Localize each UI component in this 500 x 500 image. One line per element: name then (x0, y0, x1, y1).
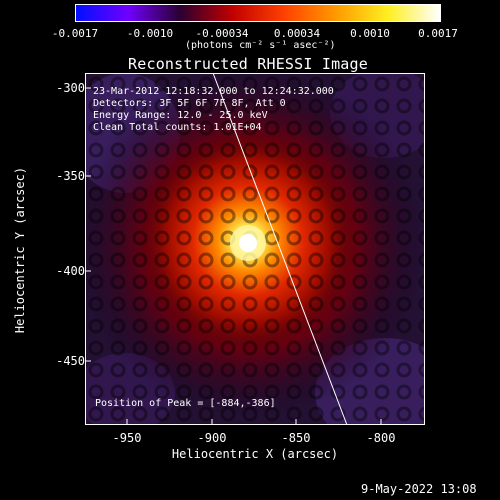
flux-peak-center (239, 234, 257, 252)
y-tick-label: -400 (56, 264, 85, 278)
peak-position: Position of Peak = [-884,-386] (95, 398, 276, 409)
rhessi-image-plot (85, 73, 425, 425)
colorbar-gradient (75, 4, 441, 22)
x-tick-label: -850 (281, 431, 311, 445)
observation-info: 23-Mar-2012 12:18:32.000 to 12:24:32.000… (93, 86, 334, 134)
y-tick-label: -300 (56, 81, 85, 95)
image-title: Reconstructed RHESSI Image (128, 55, 368, 73)
solar-limb-line (212, 73, 348, 425)
x-tick-label: -900 (197, 431, 227, 445)
info-clean-counts: Clean Total counts: 1.01E+04 (93, 122, 262, 133)
colorbar-unit-label: (photons cm⁻² s⁻¹ asec⁻²) (185, 40, 336, 51)
y-tick-label: -350 (56, 169, 85, 183)
colorbar (75, 4, 441, 24)
colorbar-tick: -0.0010 (126, 27, 174, 40)
info-detectors: Detectors: 3F 5F 6F 7F 8F, Att 0 (93, 98, 286, 109)
footer-timestamp: 9-May-2022 13:08 (361, 482, 477, 496)
colorbar-tick: -0.0017 (51, 27, 99, 40)
y-tick-label: -450 (56, 354, 85, 368)
y-axis-label: Heliocentric Y (arcsec) (13, 166, 27, 334)
colorbar-tick: 0.0010 (350, 27, 390, 40)
x-tick-label: -950 (112, 431, 142, 445)
colorbar-tick: 0.0017 (418, 27, 458, 40)
info-energy-range: Energy Range: 12.0 - 25.0 keV (93, 110, 268, 121)
colorbar-tick: -0.00034 (195, 27, 249, 40)
x-tick-label: -800 (366, 431, 396, 445)
x-axis-label: Heliocentric X (arcsec) (171, 447, 339, 461)
plot-frame (85, 73, 425, 425)
colorbar-tick: 0.00034 (273, 27, 321, 40)
info-time-range: 23-Mar-2012 12:18:32.000 to 12:24:32.000 (93, 86, 334, 97)
